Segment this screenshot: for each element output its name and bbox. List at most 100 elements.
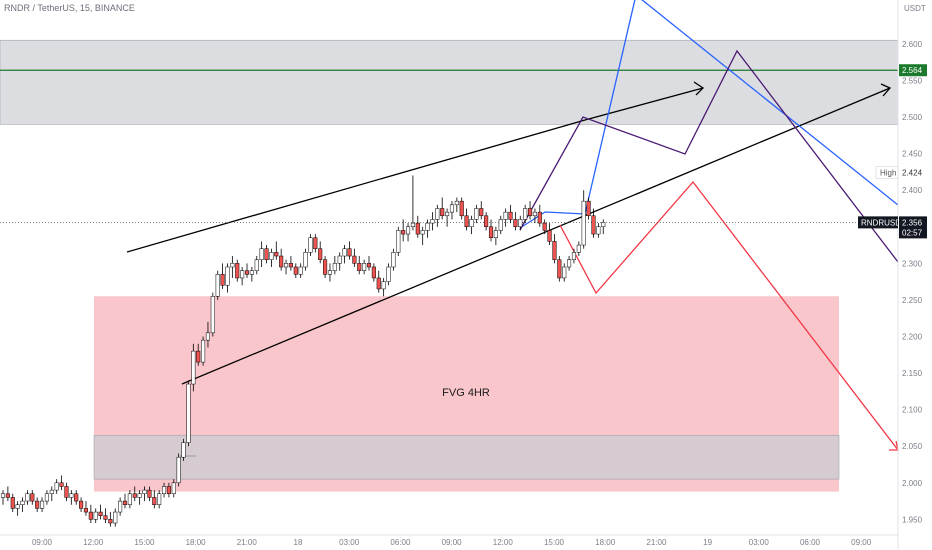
time-tick-label: 09:00	[442, 538, 463, 547]
candle	[508, 204, 513, 224]
candle	[161, 482, 167, 498]
candle-body	[576, 244, 581, 253]
candle-body	[474, 208, 479, 220]
candle	[601, 219, 606, 235]
candle	[103, 508, 108, 524]
time-tick-label: 19	[703, 538, 712, 547]
time-tick-label: 21:00	[646, 538, 667, 547]
candle-body	[469, 219, 474, 228]
candle	[240, 267, 245, 286]
candle-body	[225, 266, 230, 286]
price-tick-label: 2.500	[902, 113, 923, 122]
candle-body	[74, 493, 79, 502]
candle-body	[181, 442, 186, 458]
candle	[415, 215, 420, 238]
candle	[371, 263, 376, 282]
candle-body	[425, 222, 430, 231]
candle	[83, 501, 89, 516]
high-caption: High	[880, 169, 896, 178]
candle-body	[122, 500, 128, 505]
candle	[10, 493, 15, 513]
projection-red-line	[559, 180, 899, 451]
candle	[205, 321, 211, 348]
candle-body	[479, 208, 484, 217]
candle-body	[157, 493, 162, 505]
candle	[108, 512, 113, 527]
candle	[181, 438, 186, 461]
candle	[391, 248, 396, 271]
time-tick-label: 03:00	[339, 538, 360, 547]
candle	[69, 490, 74, 505]
candle-body	[49, 489, 54, 495]
candle	[74, 490, 79, 505]
last-price-tag	[899, 216, 927, 239]
candle	[498, 215, 503, 235]
candle-body	[235, 263, 240, 279]
candle-body	[59, 482, 64, 487]
candle-body	[254, 259, 259, 271]
candle-body	[83, 508, 89, 513]
candle	[552, 234, 557, 264]
candle	[201, 336, 206, 366]
candle	[30, 490, 35, 505]
candle-body	[215, 274, 220, 297]
candle	[332, 256, 337, 275]
candle	[464, 208, 469, 231]
projection-purple-line	[519, 49, 899, 263]
candle-body	[244, 270, 250, 275]
candle	[401, 219, 406, 242]
candle	[49, 486, 54, 502]
time-tick-label: 12:00	[493, 538, 514, 547]
candle-body	[308, 237, 313, 253]
candle-body	[132, 493, 137, 498]
candle-body	[435, 208, 440, 220]
candle	[147, 486, 152, 502]
candle	[142, 486, 147, 502]
candle	[513, 212, 518, 231]
candle	[567, 256, 572, 271]
candle-body	[113, 511, 118, 524]
candle	[518, 215, 523, 231]
candle	[523, 204, 528, 224]
candle-body	[240, 270, 245, 279]
candle-body	[79, 500, 84, 509]
price-tick-label: 2.050	[902, 442, 923, 451]
candle-body	[318, 248, 323, 260]
candle	[152, 490, 157, 509]
candle-body	[93, 511, 98, 520]
candle-body	[230, 263, 235, 268]
time-tick-label: 06:00	[390, 538, 411, 547]
candle	[474, 204, 479, 224]
candle	[484, 212, 489, 231]
time-tick-label: 03:00	[749, 538, 770, 547]
candle	[420, 226, 425, 246]
time-tick-label: 18:00	[595, 538, 616, 547]
candle-body	[20, 500, 25, 505]
candle-body	[103, 515, 108, 520]
candle-body	[35, 500, 40, 509]
candle-body	[186, 383, 191, 443]
candle	[537, 204, 542, 227]
price-tick-label: 1.950	[902, 515, 923, 524]
candle	[591, 208, 596, 238]
candle-body	[601, 222, 606, 228]
candle-body	[54, 482, 59, 491]
candle-body	[376, 277, 381, 290]
candle	[25, 490, 30, 505]
candle-body	[30, 493, 35, 502]
candle	[347, 241, 352, 260]
candle	[244, 263, 250, 278]
candle-body	[166, 486, 171, 495]
candle	[352, 248, 357, 267]
candle	[386, 263, 391, 286]
price-axis: USDT 1.950 2.000 2.050 2.100 2.150 2.200 2.250 2…	[897, 0, 926, 550]
candle	[132, 486, 137, 502]
candle-body	[327, 270, 333, 275]
candle	[547, 223, 552, 246]
candle-body	[5, 493, 10, 498]
candle	[362, 259, 367, 275]
level-tag	[899, 64, 927, 77]
candle	[254, 256, 259, 275]
